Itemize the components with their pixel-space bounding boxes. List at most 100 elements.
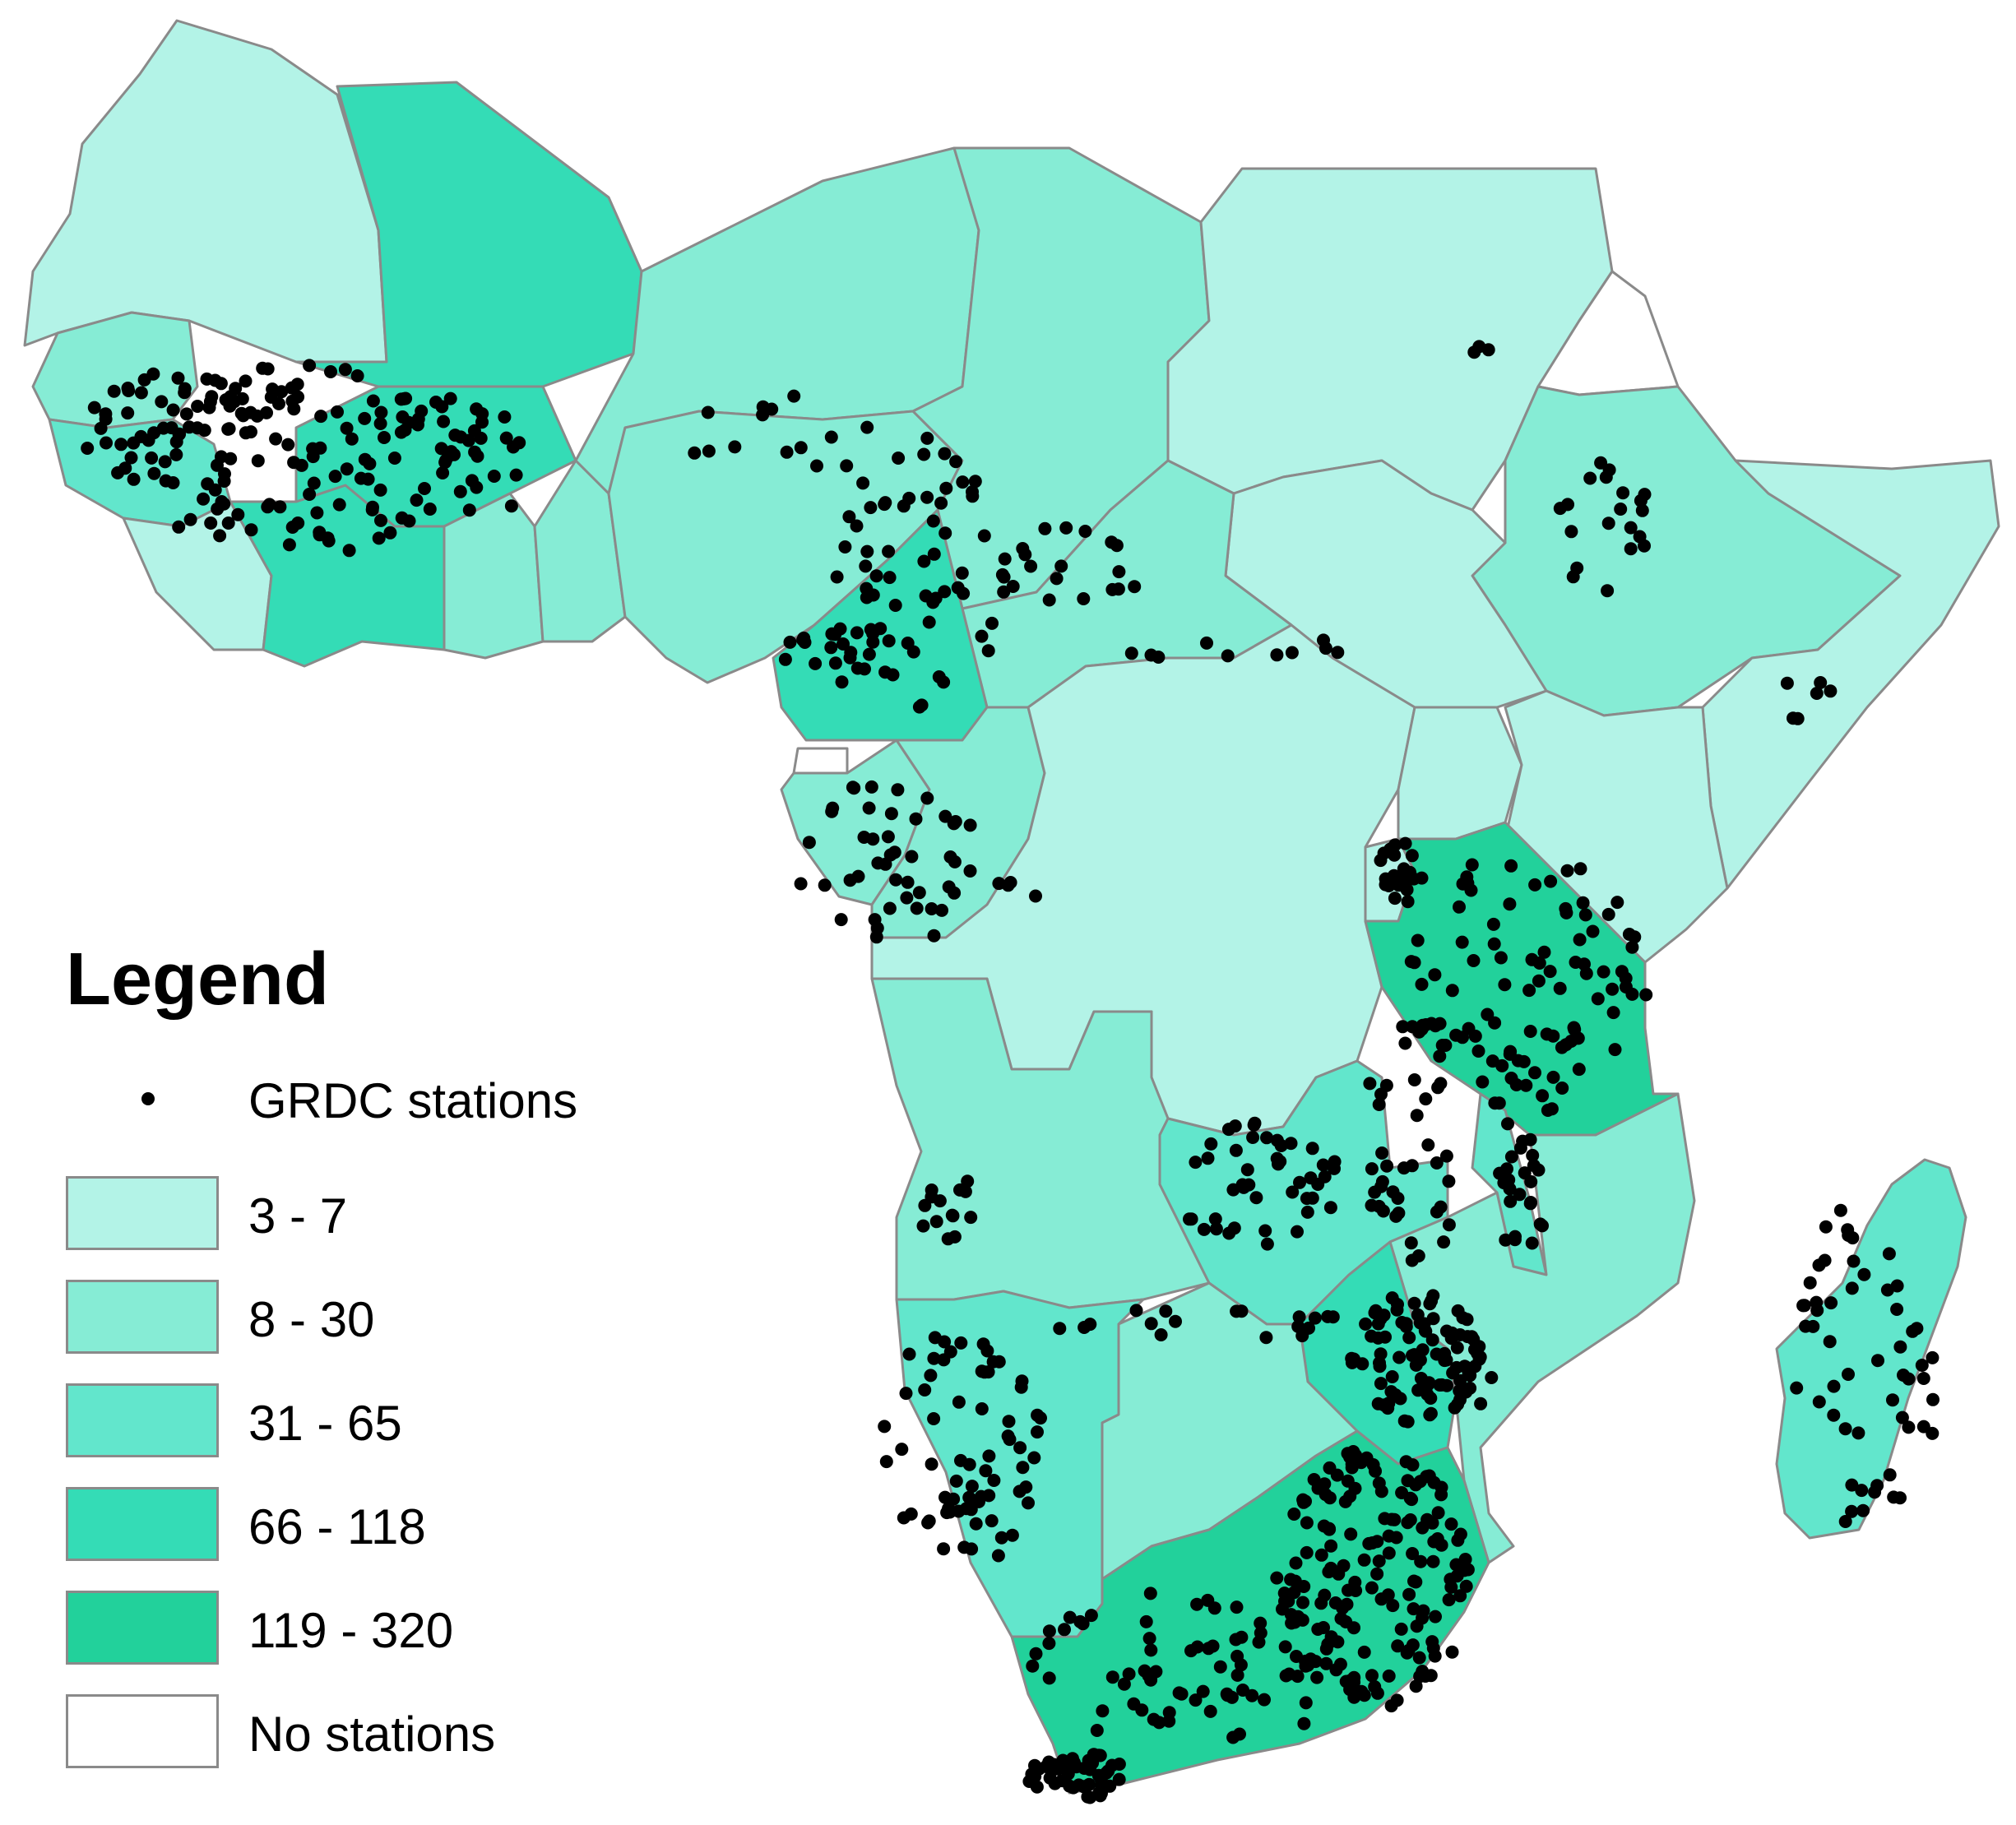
grdc-station-dot <box>1841 1223 1855 1237</box>
grdc-station-dot <box>303 488 317 501</box>
grdc-station-dot <box>828 628 842 642</box>
grdc-station-dot <box>383 526 397 540</box>
grdc-station-dot <box>1472 340 1486 354</box>
grdc-station-dot <box>1916 1420 1930 1434</box>
grdc-station-dot <box>1374 1592 1388 1606</box>
grdc-station-dot <box>1824 684 1838 698</box>
grdc-station-dot <box>1081 1790 1095 1804</box>
grdc-station-dot <box>1926 1350 1940 1364</box>
grdc-station-dot <box>121 382 135 395</box>
grdc-station-dot <box>1396 1020 1410 1034</box>
grdc-station-dot <box>470 402 484 416</box>
grdc-station-dot <box>892 452 906 465</box>
grdc-station-dot <box>1221 649 1235 663</box>
grdc-station-dot <box>1407 1296 1421 1310</box>
grdc-station-dot <box>447 447 461 461</box>
grdc-station-dot <box>938 447 952 461</box>
grdc-station-dot <box>1433 1049 1447 1063</box>
grdc-station-dot <box>1434 1200 1448 1214</box>
grdc-station-dot <box>1624 521 1638 535</box>
grdc-station-dot <box>1391 1298 1404 1311</box>
grdc-station-dot <box>1586 924 1600 938</box>
grdc-station-dot <box>828 656 842 670</box>
grdc-station-dot <box>1579 966 1593 980</box>
grdc-station-dot <box>850 519 864 533</box>
grdc-station-dot <box>213 529 227 543</box>
grdc-station-dot <box>1453 1589 1467 1603</box>
grdc-station-dot <box>928 1331 942 1345</box>
grdc-station-dot <box>929 1215 943 1229</box>
grdc-station-dot <box>100 436 113 450</box>
grdc-station-dot <box>1328 1155 1342 1169</box>
grdc-station-dot <box>1823 1335 1837 1349</box>
legend-swatch <box>66 1280 219 1354</box>
grdc-station-dot <box>1031 1425 1044 1439</box>
grdc-station-dot <box>895 1443 909 1457</box>
grdc-station-dot <box>1066 1781 1080 1795</box>
grdc-station-dot <box>1513 1188 1527 1202</box>
grdc-station-dot <box>1523 1025 1537 1038</box>
grdc-station-dot <box>982 1449 996 1463</box>
grdc-station-dot <box>1803 1276 1817 1290</box>
grdc-station-dot <box>1426 1312 1440 1326</box>
legend-label: 3 - 7 <box>248 1188 348 1244</box>
grdc-station-dot <box>1409 1575 1423 1589</box>
grdc-station-dot <box>396 410 410 424</box>
grdc-station-dot <box>448 428 462 442</box>
grdc-station-dot <box>997 585 1011 599</box>
grdc-station-dot <box>1143 1586 1157 1600</box>
grdc-station-dot <box>509 468 523 482</box>
grdc-station-dot <box>955 566 969 580</box>
grdc-station-dot <box>980 1344 994 1358</box>
grdc-station-dot <box>941 1232 955 1246</box>
grdc-station-dot <box>224 452 238 466</box>
grdc-station-dot <box>1414 1554 1428 1568</box>
grdc-station-dot <box>127 436 141 450</box>
grdc-station-dot <box>1415 871 1429 885</box>
grdc-station-dot <box>145 451 159 465</box>
grdc-station-dot <box>688 446 702 460</box>
grdc-station-dot <box>1027 1451 1041 1465</box>
grdc-station-dot <box>1388 892 1402 906</box>
grdc-station-dot <box>1385 1370 1399 1383</box>
grdc-station-dot <box>963 818 977 832</box>
grdc-station-dot <box>1410 1109 1424 1123</box>
grdc-station-dot <box>81 442 95 455</box>
grdc-station-dot <box>1882 1247 1896 1261</box>
grdc-station-dot <box>1442 1218 1456 1232</box>
grdc-station-dot <box>1296 1596 1309 1610</box>
grdc-station-dot <box>1332 1567 1346 1581</box>
grdc-station-dot <box>1409 1358 1423 1372</box>
grdc-station-dot <box>1616 486 1630 500</box>
grdc-station-dot <box>905 850 919 864</box>
grdc-station-dot <box>1111 582 1125 596</box>
grdc-station-dot <box>1213 1660 1227 1674</box>
grdc-station-dot <box>1543 965 1557 979</box>
grdc-station-dot <box>1029 1647 1043 1661</box>
grdc-station-dot <box>127 472 141 486</box>
grdc-station-dot <box>1444 1517 1458 1531</box>
grdc-station-dot <box>269 432 283 446</box>
grdc-station-dot <box>1431 1506 1445 1520</box>
grdc-station-dot <box>926 514 940 528</box>
grdc-station-dot <box>1412 1025 1426 1039</box>
grdc-station-dot <box>331 405 344 419</box>
grdc-station-dot <box>1189 1693 1203 1707</box>
grdc-station-dot <box>850 626 864 640</box>
grdc-station-dot <box>1847 1254 1861 1268</box>
grdc-station-dot <box>1390 1693 1404 1707</box>
grdc-station-dot <box>183 512 197 526</box>
grdc-station-dot <box>1393 1350 1407 1364</box>
grdc-station-dot <box>1349 1448 1363 1462</box>
grdc-station-dot <box>1299 1696 1313 1710</box>
grdc-station-dot <box>938 526 952 540</box>
grdc-station-dot <box>373 417 387 430</box>
grdc-station-dot <box>835 675 849 689</box>
grdc-station-dot <box>1374 1312 1388 1326</box>
grdc-station-dot <box>285 521 299 534</box>
grdc-station-dot <box>418 482 431 495</box>
grdc-station-dot <box>1546 1070 1560 1084</box>
country-uganda <box>1397 706 1523 841</box>
grdc-station-dot <box>1485 1371 1499 1384</box>
grdc-station-dot <box>1576 896 1590 910</box>
